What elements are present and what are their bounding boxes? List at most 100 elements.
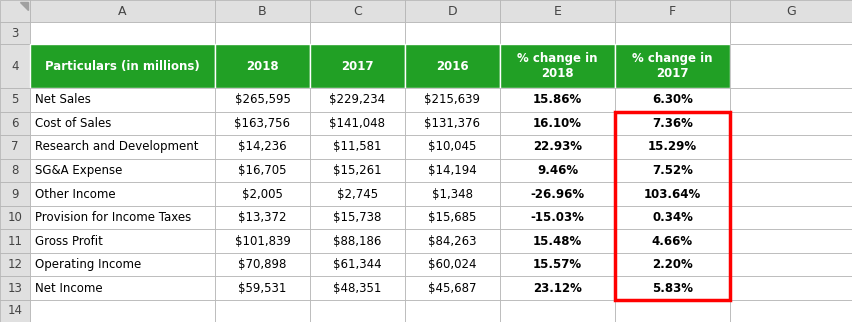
Text: 6.30%: 6.30%: [651, 93, 692, 106]
Text: Research and Development: Research and Development: [35, 140, 199, 153]
Bar: [309, 22, 405, 44]
Bar: [405, 229, 499, 253]
Bar: [405, 277, 499, 300]
Bar: [0, 111, 30, 135]
Text: $13,372: $13,372: [238, 211, 286, 224]
Text: 9: 9: [11, 187, 19, 201]
Bar: [309, 135, 405, 159]
Text: 7: 7: [11, 140, 19, 153]
Bar: [405, 22, 499, 44]
Bar: [729, 229, 852, 253]
Text: $215,639: $215,639: [424, 93, 480, 106]
Bar: [499, 111, 614, 135]
Bar: [309, 300, 405, 322]
Bar: [309, 0, 405, 22]
Bar: [215, 229, 309, 253]
Bar: [0, 277, 30, 300]
Text: 3: 3: [11, 26, 19, 40]
Text: $265,595: $265,595: [234, 93, 290, 106]
Bar: [499, 135, 614, 159]
Text: $14,236: $14,236: [238, 140, 286, 153]
Bar: [0, 44, 30, 88]
Text: $60,024: $60,024: [428, 258, 476, 271]
Bar: [405, 111, 499, 135]
Bar: [729, 22, 852, 44]
Bar: [0, 88, 30, 111]
Bar: [30, 206, 215, 229]
Text: $101,839: $101,839: [234, 235, 290, 248]
Bar: [309, 88, 405, 111]
Bar: [614, 111, 729, 300]
Bar: [30, 44, 215, 88]
Bar: [309, 159, 405, 182]
Bar: [0, 253, 30, 277]
Text: 2018: 2018: [246, 60, 279, 72]
Bar: [614, 22, 729, 44]
Bar: [0, 229, 30, 253]
Text: SG&A Expense: SG&A Expense: [35, 164, 122, 177]
Bar: [30, 0, 215, 22]
Text: 103.64%: 103.64%: [643, 187, 700, 201]
Bar: [309, 277, 405, 300]
Text: 4: 4: [11, 60, 19, 72]
Text: $15,738: $15,738: [333, 211, 381, 224]
Bar: [499, 277, 614, 300]
Bar: [215, 253, 309, 277]
Bar: [30, 159, 215, 182]
Bar: [729, 253, 852, 277]
Bar: [729, 182, 852, 206]
Bar: [215, 182, 309, 206]
Text: % change in
2017: % change in 2017: [631, 52, 712, 80]
Text: 8: 8: [11, 164, 19, 177]
Text: $61,344: $61,344: [333, 258, 382, 271]
Bar: [405, 44, 499, 88]
Text: 11: 11: [8, 235, 22, 248]
Text: 12: 12: [8, 258, 22, 271]
Text: 2.20%: 2.20%: [652, 258, 692, 271]
Bar: [0, 135, 30, 159]
Text: % change in
2018: % change in 2018: [516, 52, 597, 80]
Text: 5: 5: [11, 93, 19, 106]
Text: Operating Income: Operating Income: [35, 258, 141, 271]
Bar: [309, 182, 405, 206]
Bar: [729, 0, 852, 22]
Text: 16.10%: 16.10%: [532, 117, 581, 130]
Text: Net Sales: Net Sales: [35, 93, 91, 106]
Text: $163,756: $163,756: [234, 117, 291, 130]
Text: 7.36%: 7.36%: [651, 117, 692, 130]
Bar: [729, 206, 852, 229]
Text: 15.48%: 15.48%: [532, 235, 581, 248]
Bar: [405, 135, 499, 159]
Text: E: E: [553, 5, 561, 17]
Text: $14,194: $14,194: [428, 164, 476, 177]
Text: D: D: [447, 5, 457, 17]
Bar: [309, 44, 405, 88]
Text: $45,687: $45,687: [428, 282, 476, 295]
Text: 4.66%: 4.66%: [651, 235, 692, 248]
Bar: [309, 206, 405, 229]
Bar: [30, 182, 215, 206]
Bar: [0, 206, 30, 229]
Bar: [215, 135, 309, 159]
Bar: [729, 135, 852, 159]
Text: Provision for Income Taxes: Provision for Income Taxes: [35, 211, 191, 224]
Text: 14: 14: [8, 305, 22, 317]
Bar: [215, 88, 309, 111]
Text: 22.93%: 22.93%: [532, 140, 581, 153]
Text: 6: 6: [11, 117, 19, 130]
Bar: [309, 253, 405, 277]
Bar: [614, 135, 729, 159]
Bar: [614, 206, 729, 229]
Bar: [729, 300, 852, 322]
Bar: [309, 111, 405, 135]
Bar: [215, 0, 309, 22]
Bar: [405, 0, 499, 22]
Bar: [30, 135, 215, 159]
Text: 13: 13: [8, 282, 22, 295]
Text: 2016: 2016: [435, 60, 469, 72]
Bar: [499, 206, 614, 229]
Bar: [30, 229, 215, 253]
Text: $10,045: $10,045: [428, 140, 476, 153]
Text: 10: 10: [8, 211, 22, 224]
Text: $88,186: $88,186: [333, 235, 381, 248]
